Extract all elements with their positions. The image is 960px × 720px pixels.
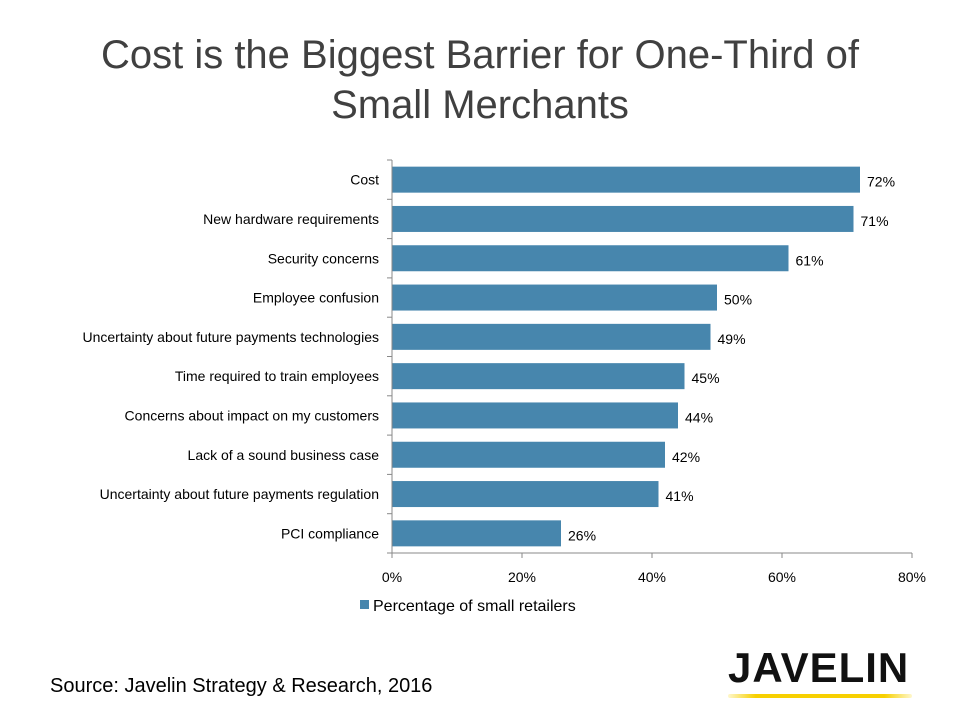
x-tick-label: 60% bbox=[768, 569, 796, 585]
data-label: 26% bbox=[568, 527, 596, 543]
category-label: PCI compliance bbox=[281, 525, 379, 541]
bar bbox=[392, 520, 561, 547]
category-label: Cost bbox=[350, 172, 379, 188]
data-label: 61% bbox=[796, 252, 824, 268]
category-label: Time required to train employees bbox=[175, 368, 379, 384]
data-label: 50% bbox=[724, 292, 752, 308]
data-label: 41% bbox=[666, 488, 694, 504]
chart-title: Cost is the Biggest Barrier for One-Thir… bbox=[0, 30, 960, 130]
legend-label: Percentage of small retailers bbox=[373, 598, 576, 615]
title-line-1: Cost is the Biggest Barrier for One-Thir… bbox=[100, 33, 860, 77]
category-label: Concerns about impact on my customers bbox=[125, 407, 379, 423]
category-label: Uncertainty about future payments regula… bbox=[100, 486, 379, 502]
category-label: Lack of a sound business case bbox=[188, 447, 380, 463]
logo-underline bbox=[728, 694, 912, 698]
bar bbox=[392, 205, 854, 232]
legend-swatch bbox=[360, 600, 369, 609]
x-tick-label: 0% bbox=[382, 569, 402, 585]
bar bbox=[392, 284, 717, 311]
data-label: 45% bbox=[692, 370, 720, 386]
x-tick-label: 80% bbox=[898, 569, 926, 585]
data-label: 44% bbox=[685, 409, 713, 425]
data-label: 71% bbox=[861, 213, 889, 229]
category-label: Employee confusion bbox=[253, 290, 379, 306]
bar bbox=[392, 363, 685, 390]
data-label: 42% bbox=[672, 449, 700, 465]
bar bbox=[392, 481, 659, 508]
category-label: Security concerns bbox=[268, 250, 379, 266]
source-note: Source: Javelin Strategy & Research, 201… bbox=[50, 675, 433, 697]
javelin-logo: JAVELIN bbox=[728, 644, 912, 698]
bar bbox=[392, 166, 860, 193]
logo-text: JAVELIN bbox=[728, 644, 910, 691]
bar-chart: Cost 72% New hardware requirements 71% Secur… bbox=[82, 159, 926, 615]
category-label: New hardware requirements bbox=[203, 211, 379, 227]
category-label: Uncertainty about future payments techno… bbox=[82, 329, 379, 345]
bar bbox=[392, 323, 711, 350]
bar bbox=[392, 245, 789, 272]
bar bbox=[392, 402, 678, 429]
data-label: 49% bbox=[718, 331, 746, 347]
title-line-2: Small Merchants bbox=[331, 83, 629, 127]
x-tick-label: 20% bbox=[508, 569, 536, 585]
bar bbox=[392, 441, 665, 468]
data-label: 72% bbox=[867, 174, 895, 190]
x-tick-label: 40% bbox=[638, 569, 666, 585]
